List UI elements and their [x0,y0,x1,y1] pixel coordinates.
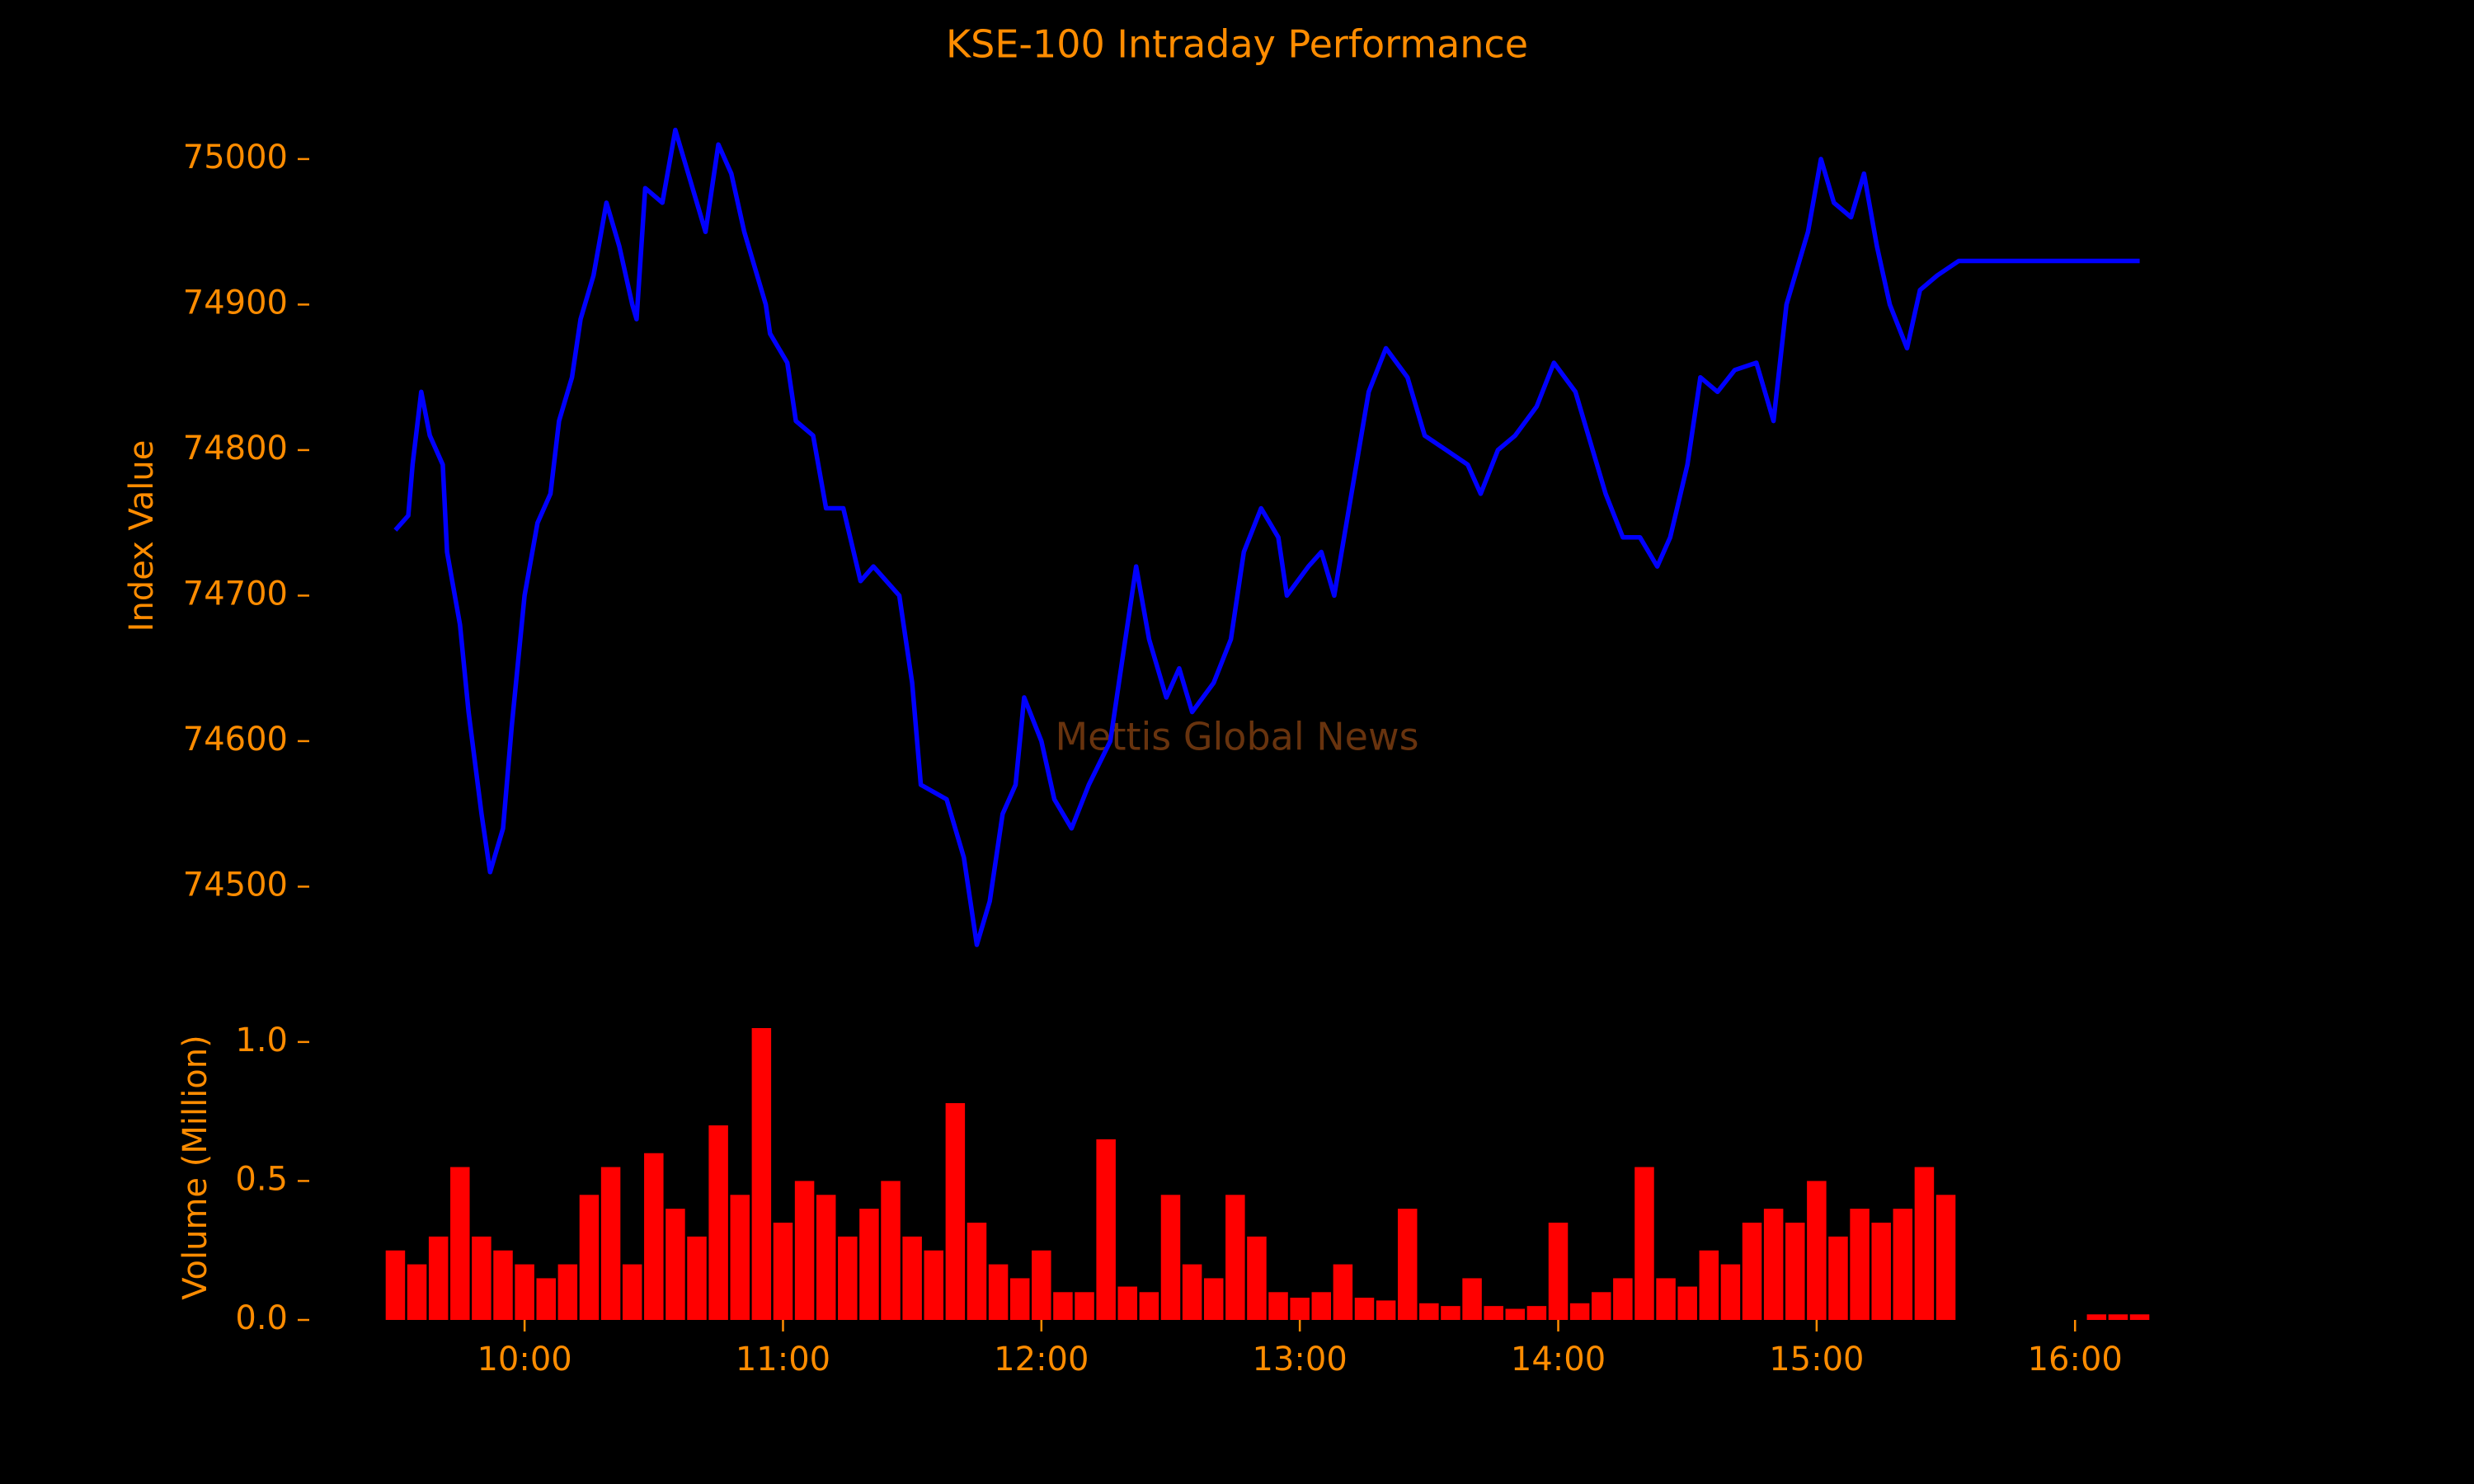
volume-bar [902,1236,922,1320]
volume-bar [515,1264,534,1320]
volume-bar [1333,1264,1353,1320]
y-axis-label: Volume (Million) [176,1035,214,1299]
volume-bar [1569,1303,1590,1320]
volume-bar [1096,1139,1116,1320]
volume-bar [1117,1286,1138,1320]
volume-bar [644,1153,664,1320]
volume-bar [967,1223,987,1320]
volume-bar [1397,1209,1418,1320]
volume-bar [1160,1195,1181,1320]
volume-bar [1075,1292,1094,1320]
volume-bar [1613,1278,1633,1320]
volume-bar [2129,1314,2150,1320]
volume-bar [1311,1292,1332,1320]
volume-bar [1268,1292,1288,1320]
watermark: Mettis Global News [1055,715,1418,759]
volume-bar [1807,1181,1827,1320]
volume-bar [1591,1292,1611,1320]
volume-bar [536,1278,556,1320]
volume-bar [1914,1167,1935,1320]
volume-bar [988,1264,1009,1320]
chart-title: KSE-100 Intraday Performance [946,22,1528,67]
volume-bar [1376,1300,1396,1320]
y-tick-label: 0.5 [235,1160,288,1198]
x-tick-label: 15:00 [1769,1341,1864,1378]
volume-bar [1053,1292,1073,1320]
volume-bar [1441,1306,1460,1320]
volume-bar [407,1264,427,1320]
x-tick-label: 14:00 [1511,1341,1606,1378]
volume-bar [881,1181,901,1320]
volume-bar [1699,1250,1719,1320]
y-tick-label: 74600 [183,721,288,758]
volume-bar [1763,1209,1784,1320]
volume-bar [600,1167,621,1320]
volume-bar [794,1181,815,1320]
y-tick-label: 74500 [183,866,288,904]
volume-bar [1032,1250,1051,1320]
volume-bar [1935,1195,1956,1320]
volume-bar [945,1103,966,1320]
y-tick-label: 74900 [183,284,288,322]
volume-bar [1677,1286,1697,1320]
x-tick-label: 11:00 [736,1341,830,1378]
volume-bar [1720,1264,1741,1320]
volume-bar [1354,1298,1375,1320]
volume-bar [708,1125,728,1320]
volume-bar [2086,1314,2107,1320]
volume-bar [1182,1264,1202,1320]
y-tick-label: 74800 [183,430,288,467]
volume-bar [1462,1278,1482,1320]
volume-bar [687,1236,707,1320]
volume-bar [1419,1303,1439,1320]
volume-bar [1247,1236,1267,1320]
x-tick-label: 10:00 [477,1341,571,1378]
volume-bar [1742,1223,1762,1320]
volume-bar [1850,1209,1870,1320]
volume-bar [385,1250,406,1320]
volume-bar [1828,1236,1848,1320]
volume-bar [1871,1223,1891,1320]
volume-bar [1893,1209,1913,1320]
x-tick-label: 12:00 [994,1341,1089,1378]
volume-bar [2108,1314,2128,1320]
volume-bar [1785,1223,1805,1320]
y-tick-label: 0.0 [235,1299,288,1337]
x-tick-label: 13:00 [1253,1341,1348,1378]
volume-bar [1139,1292,1159,1320]
volume-bar [1290,1298,1310,1320]
y-tick-label: 1.0 [235,1021,288,1059]
volume-bar [622,1264,642,1320]
volume-bar [1634,1167,1654,1320]
volume-bar [1225,1195,1245,1320]
volume-bar [751,1028,772,1320]
y-tick-label: 74700 [183,575,288,613]
volume-bar [838,1236,858,1320]
volume-bar [493,1250,513,1320]
volume-bar [1505,1308,1526,1320]
volume-bar [1548,1223,1569,1320]
volume-bar [666,1209,685,1320]
volume-bar [1526,1306,1547,1320]
volume-bar [816,1195,836,1320]
volume-bar [579,1195,600,1320]
volume-bar [1203,1278,1224,1320]
volume-bar [773,1223,793,1320]
index-line [393,127,2140,947]
volume-bar [730,1195,750,1320]
volume-bar [859,1209,879,1320]
y-axis-label: Index Value [123,440,161,632]
y-tick-label: 75000 [183,139,288,176]
volume-bar [450,1167,470,1320]
volume-bar [557,1264,578,1320]
volume-bar [428,1236,449,1320]
volume-bar [924,1250,944,1320]
volume-bar [1656,1278,1676,1320]
x-tick-label: 16:00 [2028,1341,2123,1378]
volume-bar [472,1236,492,1320]
volume-bar [1484,1306,1503,1320]
volume-bar [1009,1278,1030,1320]
